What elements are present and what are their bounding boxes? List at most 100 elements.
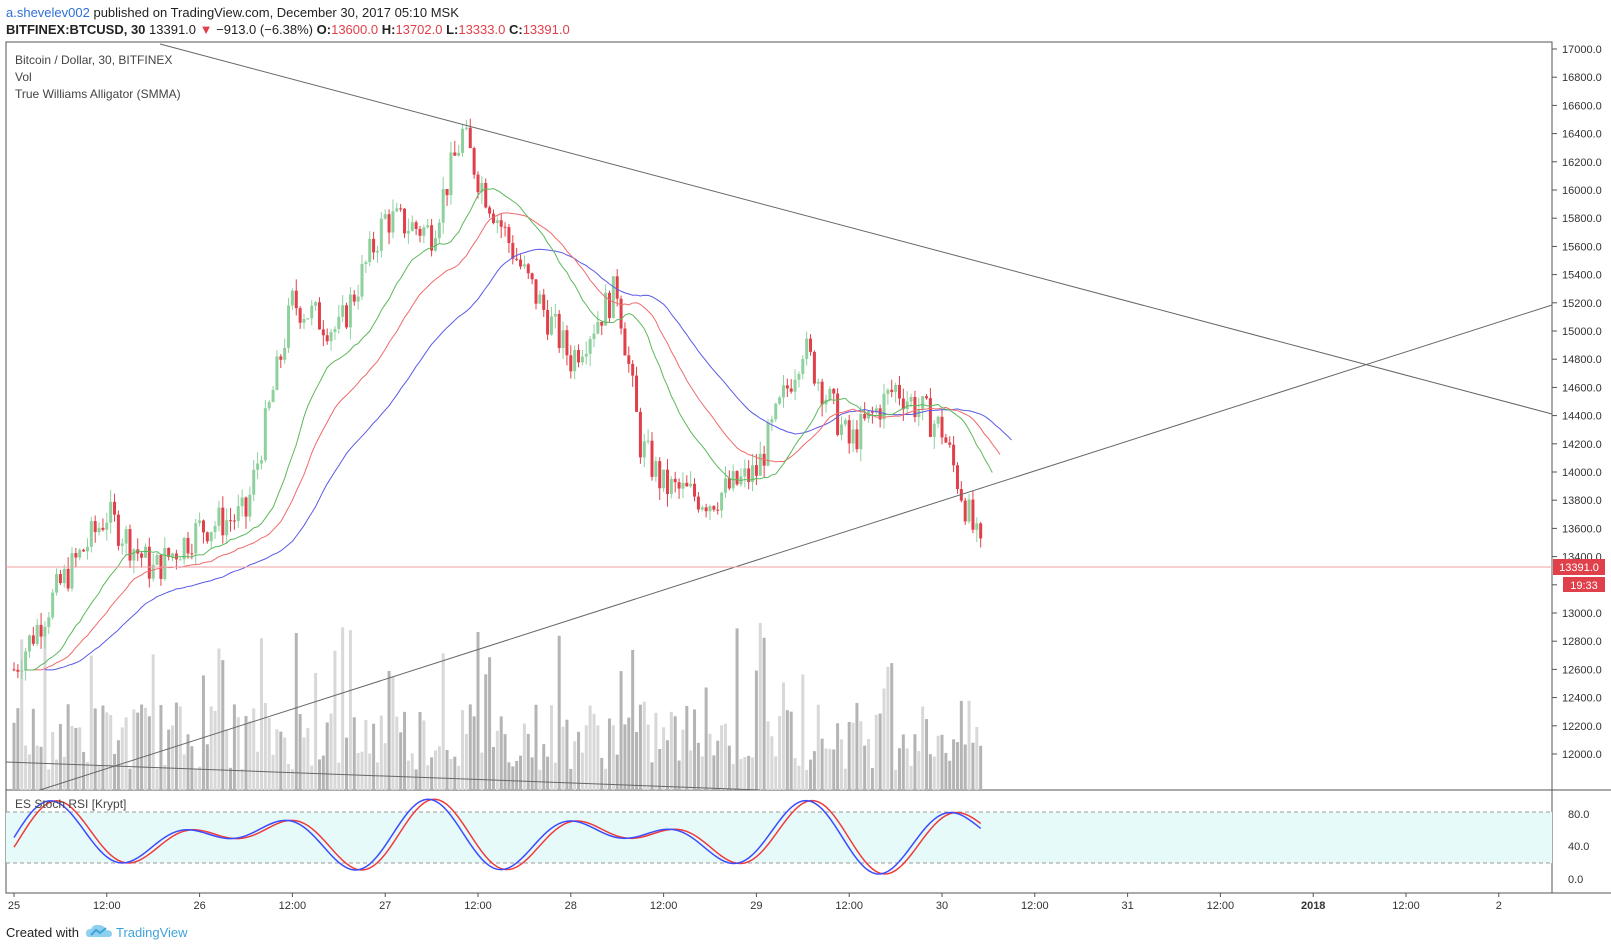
price-tick-label: 13600.0 bbox=[1562, 523, 1602, 535]
volume-bar bbox=[936, 735, 940, 790]
stoch-tick-80: 80.0 bbox=[1568, 809, 1589, 821]
price-tick-label: 17000.0 bbox=[1562, 44, 1602, 56]
candle-body bbox=[480, 182, 484, 193]
price-tick-label: 14800.0 bbox=[1562, 354, 1602, 366]
volume-bar bbox=[897, 748, 901, 790]
volume-bar bbox=[758, 623, 762, 790]
volume-bar bbox=[627, 717, 631, 790]
candle-body bbox=[147, 546, 151, 579]
volume-bar bbox=[441, 653, 445, 790]
volume-bar bbox=[689, 750, 693, 790]
time-tick-label: 29 bbox=[750, 900, 762, 912]
volume-bar bbox=[580, 752, 584, 790]
candle-body bbox=[113, 501, 117, 515]
candle-body bbox=[58, 574, 62, 584]
candle-body bbox=[596, 321, 600, 334]
volume-bar bbox=[464, 734, 468, 790]
candle-body bbox=[294, 290, 298, 309]
candle-body bbox=[290, 290, 294, 306]
volume-bar bbox=[979, 745, 983, 790]
candle-body bbox=[85, 546, 89, 552]
candle-body bbox=[275, 356, 279, 390]
volume-bar bbox=[901, 734, 905, 790]
candle-body bbox=[27, 635, 31, 652]
candle-body bbox=[921, 396, 925, 410]
candle-body bbox=[259, 460, 263, 464]
candle-body bbox=[658, 461, 662, 489]
candle-body bbox=[967, 499, 971, 522]
descending-trendline[interactable] bbox=[159, 43, 1553, 415]
candle-body bbox=[932, 423, 936, 437]
volume-bar bbox=[213, 710, 217, 790]
volume-bar bbox=[847, 721, 851, 790]
candle-body bbox=[279, 356, 283, 360]
time-axis[interactable]: 25 12:00 26 12:00 27 12:00 28 12:00 29 12:00 30 12:… bbox=[8, 893, 1502, 912]
candle-body bbox=[584, 353, 588, 357]
price-tick-label: 15800.0 bbox=[1562, 213, 1602, 225]
tradingview-brand-link[interactable]: TradingView bbox=[116, 925, 188, 940]
volume-bar bbox=[43, 626, 47, 790]
volume-bar bbox=[468, 704, 472, 790]
volume-bar bbox=[905, 748, 909, 790]
candle-body bbox=[812, 351, 816, 384]
price-tick-label: 16000.0 bbox=[1562, 185, 1602, 197]
volume-bar bbox=[677, 760, 681, 790]
candle-body bbox=[789, 388, 793, 392]
ascending-trendline[interactable] bbox=[39, 304, 1553, 791]
candle-body bbox=[132, 549, 136, 561]
volume-bar bbox=[754, 670, 758, 790]
candle-body bbox=[124, 529, 128, 544]
volume-bar bbox=[878, 713, 882, 790]
candle-body bbox=[781, 385, 785, 398]
candle-body bbox=[136, 549, 140, 554]
volume-bar bbox=[55, 759, 59, 790]
volume-bar bbox=[186, 734, 190, 790]
candle-body bbox=[890, 389, 894, 392]
candle-body bbox=[928, 398, 932, 437]
candle-body bbox=[843, 420, 847, 425]
price-chart[interactable]: 17000.0 16800.0 16600.0 16400.0 16200.0 16000… bbox=[0, 0, 1611, 915]
volume-bar bbox=[805, 769, 809, 790]
candle-body bbox=[221, 507, 225, 536]
time-tick-label: 25 bbox=[8, 900, 20, 912]
candle-body bbox=[437, 222, 441, 239]
candle-body bbox=[747, 468, 751, 483]
author-link[interactable]: a.shevelev002 bbox=[6, 5, 90, 20]
low-label: L: bbox=[446, 22, 459, 37]
candle-body bbox=[24, 651, 28, 671]
candle-body bbox=[337, 316, 341, 329]
change-value: −913.0 (−6.38%) bbox=[216, 22, 314, 37]
volume-bar bbox=[778, 716, 782, 790]
volume-bar bbox=[85, 761, 89, 790]
candle-body bbox=[403, 208, 407, 234]
volume-bar bbox=[140, 704, 144, 790]
candle-body bbox=[93, 521, 97, 533]
volume-bar bbox=[31, 708, 35, 790]
price-tick-label: 13000.0 bbox=[1562, 608, 1602, 620]
volume-bar bbox=[151, 654, 155, 790]
price-tick-label: 14200.0 bbox=[1562, 439, 1602, 451]
volume-bar bbox=[557, 635, 561, 790]
volume-bar bbox=[870, 767, 874, 790]
candle-body bbox=[418, 228, 422, 236]
candle-body bbox=[35, 624, 39, 644]
candle-body bbox=[47, 617, 51, 627]
baseline-trendline[interactable] bbox=[5, 761, 761, 791]
down-arrow-icon: ▼ bbox=[199, 22, 213, 37]
candle-body bbox=[611, 276, 615, 319]
candle-body bbox=[109, 501, 113, 523]
candle-body bbox=[287, 305, 291, 348]
candle-body bbox=[321, 329, 325, 336]
price-axis[interactable]: 17000.0 16800.0 16600.0 16400.0 16200.0 16000… bbox=[1552, 44, 1602, 761]
volume-bar bbox=[797, 765, 801, 790]
volume-bar bbox=[190, 746, 194, 790]
candle-body bbox=[62, 568, 66, 584]
time-tick-label: 12:00 bbox=[1392, 900, 1420, 912]
volume-bar bbox=[360, 751, 364, 790]
volume-bar bbox=[283, 737, 287, 790]
candle-body bbox=[410, 222, 414, 231]
volume-bar bbox=[337, 762, 341, 790]
volume-bar bbox=[839, 739, 843, 790]
volume-bar bbox=[534, 704, 538, 790]
volume-bar bbox=[333, 650, 337, 790]
